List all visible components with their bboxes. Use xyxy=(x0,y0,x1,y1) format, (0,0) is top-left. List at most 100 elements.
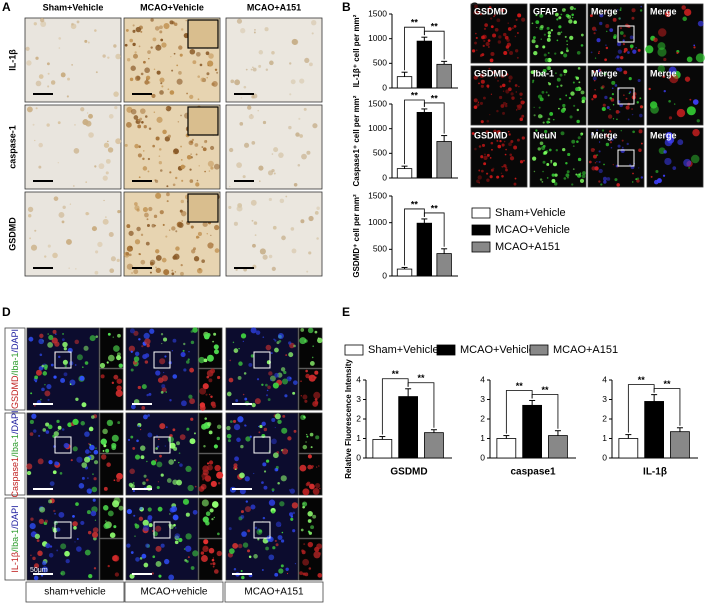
cell xyxy=(157,445,160,448)
cell xyxy=(489,175,493,179)
bar xyxy=(436,141,452,179)
cell xyxy=(111,434,119,442)
cell xyxy=(613,12,617,15)
cell xyxy=(293,183,298,187)
cell xyxy=(638,129,643,134)
cell xyxy=(229,147,234,153)
cell xyxy=(191,249,196,254)
micrograph xyxy=(225,191,323,277)
cell xyxy=(49,545,53,548)
cell xyxy=(35,107,38,110)
cell xyxy=(590,51,593,54)
cell xyxy=(609,130,612,133)
y-tick-label: 3 xyxy=(356,394,361,404)
cell xyxy=(515,91,518,93)
cell xyxy=(262,462,267,467)
row-label: IL-1β xyxy=(7,49,17,71)
cell xyxy=(531,39,536,44)
cell xyxy=(145,241,150,246)
cell xyxy=(612,164,614,166)
cell xyxy=(137,153,142,158)
cell xyxy=(129,38,134,43)
cell xyxy=(273,147,279,153)
cell xyxy=(566,40,568,42)
cell xyxy=(208,170,211,172)
cell xyxy=(281,427,288,434)
cell xyxy=(111,381,115,385)
cell xyxy=(304,57,310,64)
cell xyxy=(599,69,602,72)
cell xyxy=(494,14,496,16)
cell xyxy=(546,163,550,166)
cell xyxy=(141,553,147,559)
cell xyxy=(86,488,93,494)
cell xyxy=(300,414,306,421)
cell xyxy=(69,383,72,385)
cell xyxy=(242,542,249,548)
cell xyxy=(146,218,149,221)
cell xyxy=(547,82,550,84)
cell xyxy=(90,510,97,517)
cell xyxy=(278,152,284,158)
cell xyxy=(268,554,275,561)
cell xyxy=(517,104,523,109)
cell xyxy=(244,397,248,401)
image-label: Merge xyxy=(591,6,618,16)
cell xyxy=(84,361,89,365)
cell xyxy=(62,333,64,335)
cell xyxy=(29,432,34,436)
cell xyxy=(591,166,596,171)
cell xyxy=(117,421,121,425)
cell xyxy=(180,164,185,170)
cell xyxy=(216,550,222,557)
cell xyxy=(248,555,252,559)
cell xyxy=(140,108,146,114)
cell xyxy=(175,230,178,233)
micrograph xyxy=(587,65,645,126)
bar xyxy=(522,404,542,459)
y-axis-label: Relative Fluorescence Intensity xyxy=(344,359,353,479)
cell xyxy=(502,83,506,88)
cell xyxy=(591,98,594,101)
cell xyxy=(637,78,641,83)
significance-bracket xyxy=(423,102,445,134)
cell xyxy=(152,144,156,148)
cell xyxy=(36,369,42,376)
cell xyxy=(235,399,239,403)
cell xyxy=(88,113,93,119)
cell xyxy=(537,147,541,151)
micrograph-bg xyxy=(225,104,323,190)
cell xyxy=(482,44,485,48)
micrograph xyxy=(24,191,122,277)
cell xyxy=(299,78,305,84)
cell xyxy=(496,139,499,142)
cell xyxy=(202,383,209,390)
cell xyxy=(79,375,85,381)
cell xyxy=(238,347,240,350)
cell xyxy=(160,543,165,548)
cell xyxy=(479,54,483,57)
cell xyxy=(196,179,199,182)
cell xyxy=(140,72,144,76)
cell xyxy=(508,133,511,136)
cell xyxy=(213,349,219,355)
cell xyxy=(149,271,152,274)
cell xyxy=(489,113,491,116)
cell xyxy=(204,170,206,173)
cell xyxy=(130,435,134,439)
cell xyxy=(39,353,43,357)
cell xyxy=(143,562,149,568)
cell xyxy=(268,254,273,259)
cell xyxy=(205,511,211,516)
cell xyxy=(180,158,183,161)
cell xyxy=(307,541,314,548)
cell xyxy=(619,8,622,12)
cell xyxy=(113,497,121,505)
cell xyxy=(142,519,149,527)
cell xyxy=(74,541,76,543)
cell xyxy=(502,101,507,106)
cell xyxy=(572,168,575,170)
cell xyxy=(171,272,175,276)
cell xyxy=(80,107,85,112)
cell xyxy=(61,428,65,431)
